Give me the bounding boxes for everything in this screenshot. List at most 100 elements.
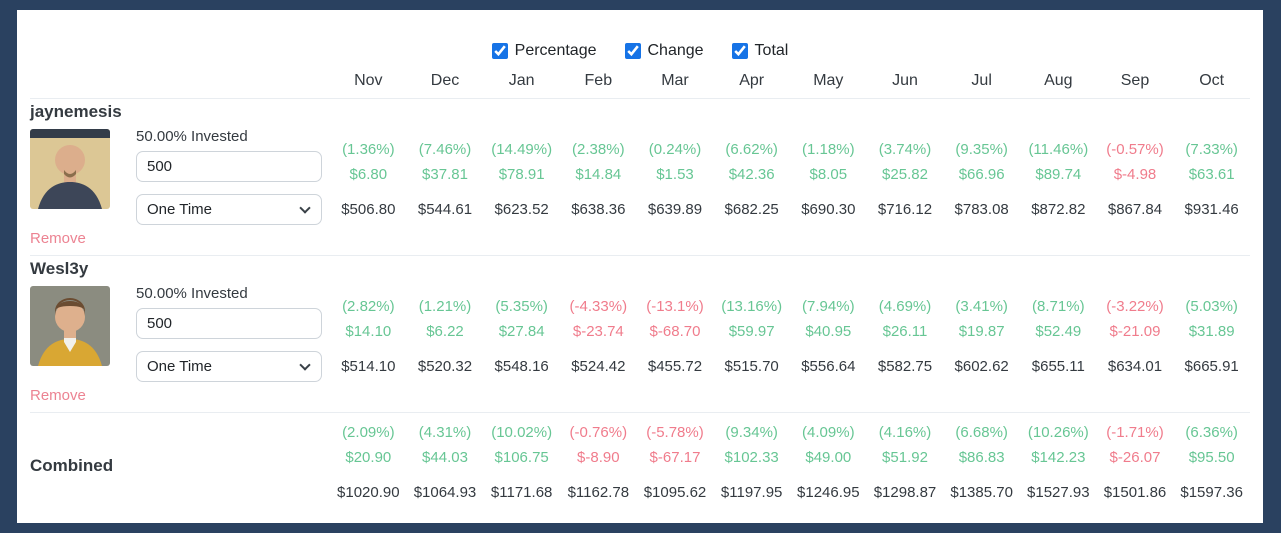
- percentage-value: (9.34%): [725, 424, 778, 441]
- percentage-value: (3.41%): [955, 298, 1008, 315]
- percentage-value: (6.68%): [955, 424, 1008, 441]
- total-value: $514.10: [341, 358, 396, 375]
- total-value: $665.91: [1184, 358, 1239, 375]
- total-value: $455.72: [647, 358, 703, 375]
- frequency-select[interactable]: One Time: [136, 351, 322, 382]
- total-value: $716.12: [877, 201, 933, 218]
- total-value: $520.32: [417, 358, 473, 375]
- combined-row: Combined (2.09%) $20.90 $1020.90 (4.31%)…: [30, 413, 1250, 513]
- change-value: $25.82: [882, 166, 928, 183]
- percentage-value: (7.46%): [418, 141, 472, 158]
- user-portfolio-row: jaynemesis 50.00% Invested One Time Remo…: [30, 99, 1250, 256]
- month-data-cell: (7.46%) $37.81 $544.61: [407, 99, 484, 255]
- change-value: $44.03: [422, 449, 468, 466]
- percentage-value: (-3.22%): [1106, 298, 1164, 315]
- checkbox-input[interactable]: [624, 43, 641, 59]
- month-header: Aug: [1044, 72, 1073, 89]
- month-data-cell: (3.74%) $25.82 $716.12: [867, 99, 944, 255]
- display-option-checkbox[interactable]: Percentage: [491, 42, 597, 60]
- checkbox-input[interactable]: [731, 43, 748, 59]
- month-data-cell: (4.16%) $51.92 $1298.87: [867, 413, 944, 513]
- change-value: $31.89: [1188, 323, 1235, 340]
- total-value: $602.62: [954, 358, 1009, 375]
- month-data-cell: (1.21%) $6.22 $520.32: [407, 256, 484, 412]
- percentage-value: (10.26%): [1027, 424, 1089, 441]
- total-value: $639.89: [647, 201, 703, 218]
- change-value: $52.49: [1035, 323, 1082, 340]
- month-data-cell: (-3.22%) $-21.09 $634.01: [1097, 256, 1174, 412]
- percentage-value: (5.03%): [1185, 298, 1238, 315]
- month-data-cell: (9.35%) $66.96 $783.08: [943, 99, 1020, 255]
- change-value: $-67.17: [649, 449, 701, 466]
- change-value: $-26.07: [1109, 449, 1161, 466]
- month-header: Feb: [584, 72, 613, 89]
- change-value: $40.95: [805, 323, 852, 340]
- month-header: Jun: [892, 72, 918, 89]
- total-value: $556.64: [801, 358, 856, 375]
- percentage-value: (4.69%): [878, 298, 932, 315]
- frequency-select[interactable]: One Time: [136, 194, 322, 225]
- username: Wesl3y: [30, 259, 89, 278]
- total-value: $1197.95: [720, 484, 783, 501]
- change-value: $20.90: [345, 449, 392, 466]
- month-data-cell: (5.03%) $31.89 $665.91: [1173, 256, 1250, 412]
- checkbox-input[interactable]: [491, 43, 508, 59]
- percentage-value: (13.16%): [721, 298, 783, 315]
- total-value: $1597.36: [1180, 484, 1243, 501]
- change-value: $51.92: [882, 449, 928, 466]
- user-fields: 50.00% Invested One Time: [136, 286, 322, 382]
- month-data-cell: (9.34%) $102.33 $1197.95: [713, 413, 790, 513]
- percentage-value: (-13.1%): [646, 298, 704, 315]
- invested-percent-label: 50.00% Invested: [136, 128, 248, 145]
- month-data-cell: (4.09%) $49.00 $1246.95: [790, 413, 867, 513]
- username: jaynemesis: [30, 102, 122, 121]
- display-option-checkbox[interactable]: Total: [731, 42, 788, 60]
- total-value: $1501.86: [1103, 484, 1167, 501]
- remove-link[interactable]: Remove: [30, 230, 86, 247]
- display-option-checkbox[interactable]: Change: [624, 42, 704, 60]
- change-value: $142.23: [1031, 449, 1086, 466]
- month-data-cell: (6.36%) $95.50 $1597.36: [1173, 413, 1250, 513]
- change-value: $59.97: [728, 323, 775, 340]
- user-avatar: [30, 286, 110, 366]
- percentage-value: (2.09%): [342, 424, 395, 441]
- combined-label: Combined: [30, 456, 114, 475]
- month-data-cell: (4.69%) $26.11 $582.75: [867, 256, 944, 412]
- change-value: $1.53: [656, 166, 694, 183]
- remove-link[interactable]: Remove: [30, 387, 86, 404]
- percentage-value: (11.46%): [1028, 141, 1089, 158]
- checkbox-label: Percentage: [514, 42, 597, 59]
- month-header: Sep: [1120, 72, 1150, 89]
- user-panel: jaynemesis 50.00% Invested One Time Remo…: [30, 99, 330, 255]
- change-value: $102.33: [724, 449, 779, 466]
- percentage-value: (-5.78%): [646, 424, 704, 441]
- change-value: $86.83: [958, 449, 1005, 466]
- total-value: $544.61: [417, 201, 473, 218]
- amount-input[interactable]: [136, 151, 322, 182]
- change-value: $19.87: [958, 323, 1005, 340]
- month-header: Apr: [739, 72, 765, 89]
- percentage-value: (2.38%): [572, 141, 625, 158]
- portfolio-comparison-panel: Percentage Change Total Nov Dec Jan Feb Mar A…: [17, 10, 1263, 523]
- total-value: $634.01: [1107, 358, 1163, 375]
- total-value: $623.52: [494, 201, 549, 218]
- change-value: $8.05: [809, 166, 848, 183]
- change-value: $14.10: [345, 323, 392, 340]
- change-value: $42.36: [728, 166, 775, 183]
- month-data-cell: (-4.33%) $-23.74 $524.42: [560, 256, 637, 412]
- amount-input[interactable]: [136, 308, 322, 339]
- total-value: $1171.68: [490, 484, 553, 501]
- total-value: $582.75: [877, 358, 933, 375]
- month-data-cell: (-5.78%) $-67.17 $1095.62: [637, 413, 714, 513]
- month-header: Jan: [508, 72, 535, 89]
- month-data-cell: (2.38%) $14.84 $638.36: [560, 99, 637, 255]
- percentage-value: (6.36%): [1185, 424, 1238, 441]
- percentage-value: (7.33%): [1185, 141, 1238, 158]
- month-data-cell: (5.35%) $27.84 $548.16: [483, 256, 560, 412]
- user-avatar: [30, 129, 110, 209]
- month-data-cell: (0.24%) $1.53 $639.89: [637, 99, 714, 255]
- percentage-value: (4.31%): [418, 424, 472, 441]
- month-data-cell: (-1.71%) $-26.07 $1501.86: [1097, 413, 1174, 513]
- change-value: $106.75: [494, 449, 549, 466]
- total-value: $515.70: [724, 358, 779, 375]
